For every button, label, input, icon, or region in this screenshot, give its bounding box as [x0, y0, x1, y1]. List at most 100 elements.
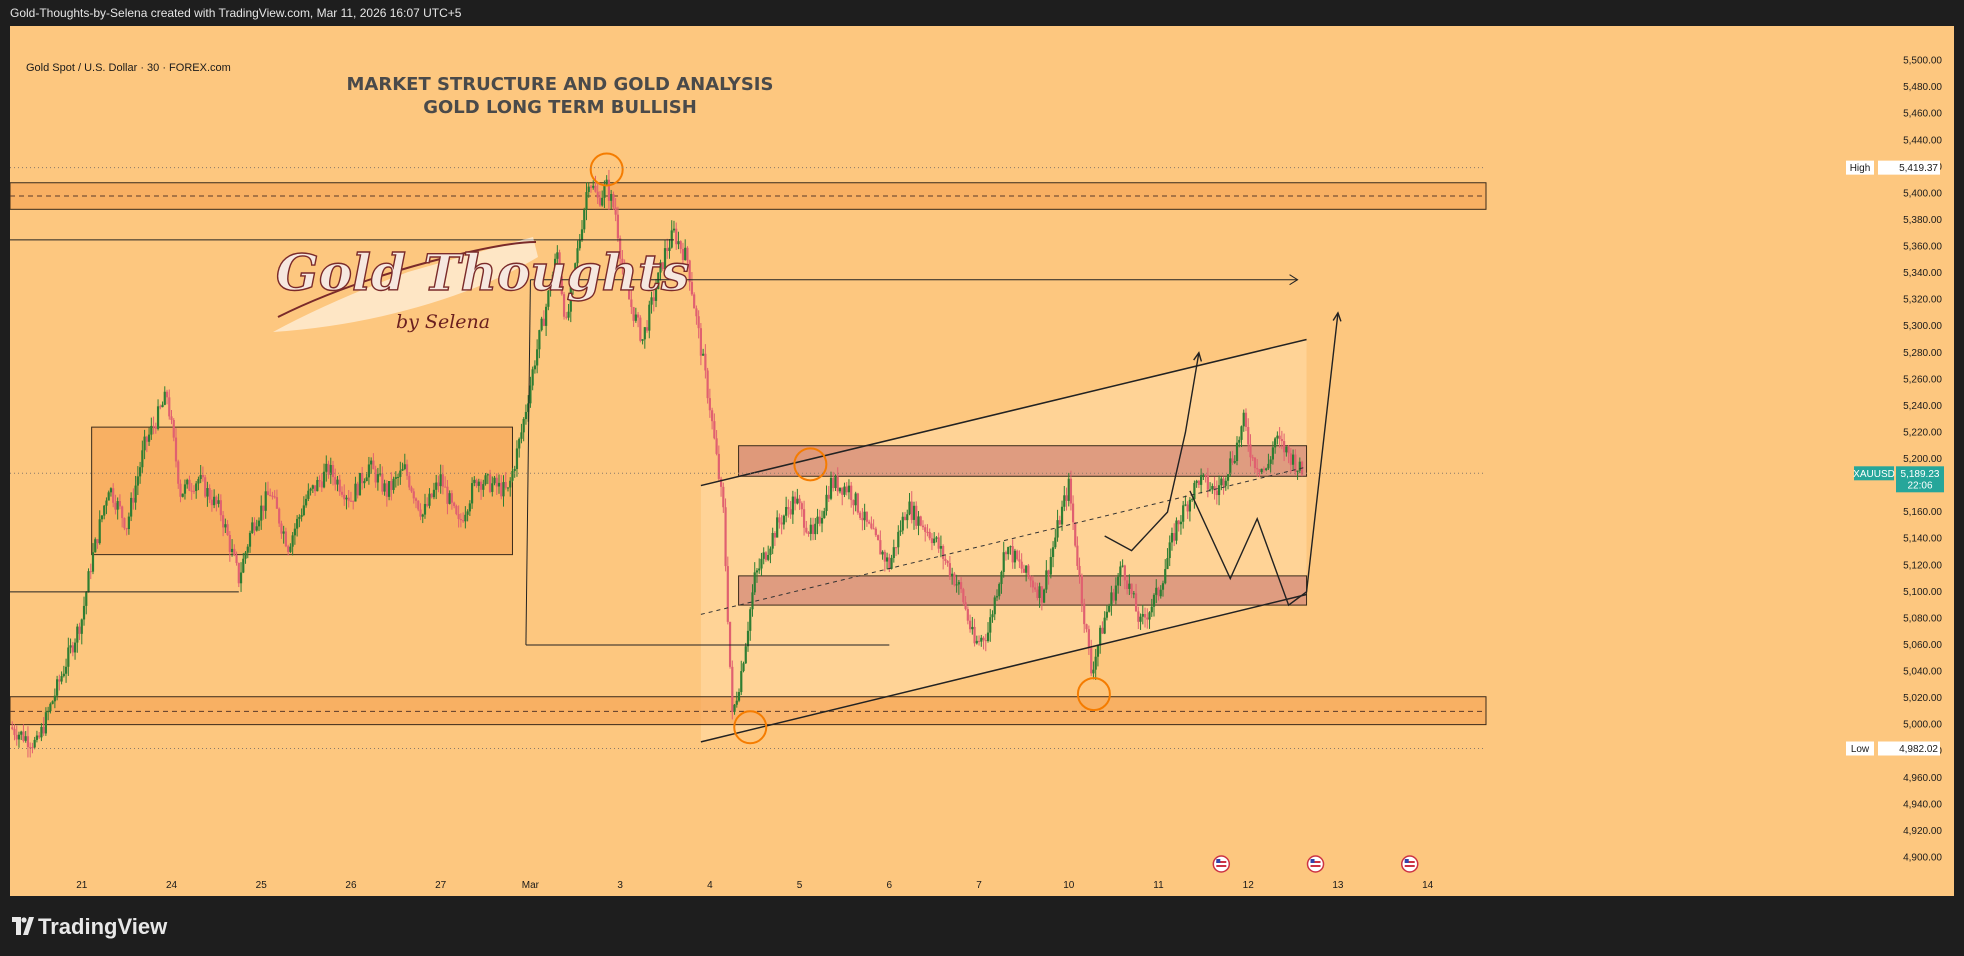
candle-body [536, 349, 539, 366]
candle-body [980, 637, 983, 642]
candle-body [915, 505, 918, 526]
candle-body [1117, 576, 1120, 586]
candle-body [986, 632, 990, 641]
candle-body [251, 522, 254, 533]
candle-body [820, 518, 824, 524]
candle-body [123, 518, 126, 529]
candle-body [446, 486, 449, 504]
candle-body [684, 247, 687, 261]
x-tick-label: 12 [1243, 880, 1255, 891]
event-flag-canton [1216, 859, 1221, 863]
candle-body [984, 640, 987, 642]
candle-body [210, 499, 213, 506]
candle-body [1090, 648, 1093, 674]
candle-body [589, 186, 593, 188]
candle-body [690, 282, 694, 295]
candle-body [758, 568, 761, 571]
candle-body [1137, 611, 1140, 622]
candle-body [1173, 532, 1176, 541]
candle-body [802, 509, 806, 528]
event-flag-canton [1310, 859, 1315, 863]
candle-body [657, 272, 660, 290]
candle-body [47, 711, 50, 713]
logo-text-main: Gold Thoughts [276, 243, 689, 302]
candle-body [287, 546, 290, 552]
candle-body [1222, 478, 1225, 486]
candle-body [569, 287, 572, 312]
candle-body [623, 268, 626, 279]
candle-body [266, 491, 270, 496]
x-tick-label: 5 [797, 880, 803, 891]
candle-body [174, 437, 178, 462]
candle-body [89, 571, 92, 573]
candle-body [410, 487, 413, 492]
candle-body [879, 540, 882, 555]
candle-body [639, 317, 642, 341]
economic-event-flag-icon [1306, 855, 1325, 873]
symbol-info[interactable]: Gold Spot / U.S. Dollar · 30 · FOREX.com [26, 62, 231, 74]
candles-layer [11, 169, 1304, 758]
candle-body [192, 490, 196, 492]
candle-body [15, 734, 18, 740]
y-tick-label: 5,240.00 [1903, 401, 1942, 412]
candle-body [845, 486, 848, 493]
candle-body [1114, 585, 1117, 601]
y-tick-label: 5,260.00 [1903, 374, 1942, 385]
candle-body [672, 228, 676, 231]
candle-body [702, 353, 705, 356]
candle-body [843, 486, 846, 495]
candle-body [154, 426, 157, 429]
candle-body [116, 501, 119, 510]
candle-body [1078, 565, 1081, 576]
event-flag-stripe [1310, 865, 1321, 867]
y-tick-label: 5,500.00 [1903, 56, 1942, 67]
candle-body [455, 505, 458, 515]
candle-body [881, 551, 884, 555]
price-chart[interactable]: 5,500.005,480.005,460.005,440.005,420.00… [10, 26, 1954, 896]
candle-body [186, 479, 189, 485]
chart-area[interactable]: 5,500.005,480.005,460.005,440.005,420.00… [10, 26, 1954, 896]
y-tick-label: 5,060.00 [1903, 640, 1942, 651]
candle-body [71, 645, 74, 653]
candle-body [1159, 589, 1162, 597]
candle-body [1040, 586, 1043, 603]
candle-body [901, 516, 904, 531]
candle-body [991, 614, 994, 618]
candle-body [466, 511, 469, 515]
candle-body [177, 461, 180, 484]
candle-body [246, 546, 249, 553]
candle-body [897, 531, 900, 548]
candle-body [888, 557, 891, 569]
candle-body [971, 626, 974, 630]
y-tick-label: 5,380.00 [1903, 215, 1942, 226]
candle-body [430, 493, 433, 498]
candle-body [924, 527, 927, 532]
tradingview-logo-icon[interactable] [12, 917, 34, 937]
candle-body [854, 493, 857, 506]
candle-body [509, 480, 512, 488]
candle-body [603, 185, 606, 198]
candle-body [399, 470, 402, 477]
candle-body [921, 525, 925, 528]
candle-body [327, 463, 330, 475]
candle-body [989, 617, 992, 633]
candle-body [562, 294, 566, 317]
candle-body [345, 497, 348, 500]
candle-body [477, 481, 480, 486]
candle-body [1247, 427, 1250, 445]
candle-body [1099, 627, 1102, 646]
candle-body [666, 248, 669, 251]
x-tick-label: Mar [522, 880, 540, 891]
candle-body [139, 467, 142, 477]
candle-body [713, 421, 716, 439]
candle-body [269, 495, 272, 497]
tradingview-brand[interactable]: TradingView [38, 914, 168, 939]
candle-body [1025, 565, 1028, 573]
projection-path-1 [1189, 312, 1339, 607]
candle-body [688, 260, 691, 283]
candle-body [670, 230, 673, 248]
swing-circle-2 [793, 447, 828, 482]
y-tick-label: 4,900.00 [1903, 852, 1942, 863]
candle-body [910, 501, 913, 520]
candle-body [161, 404, 164, 408]
